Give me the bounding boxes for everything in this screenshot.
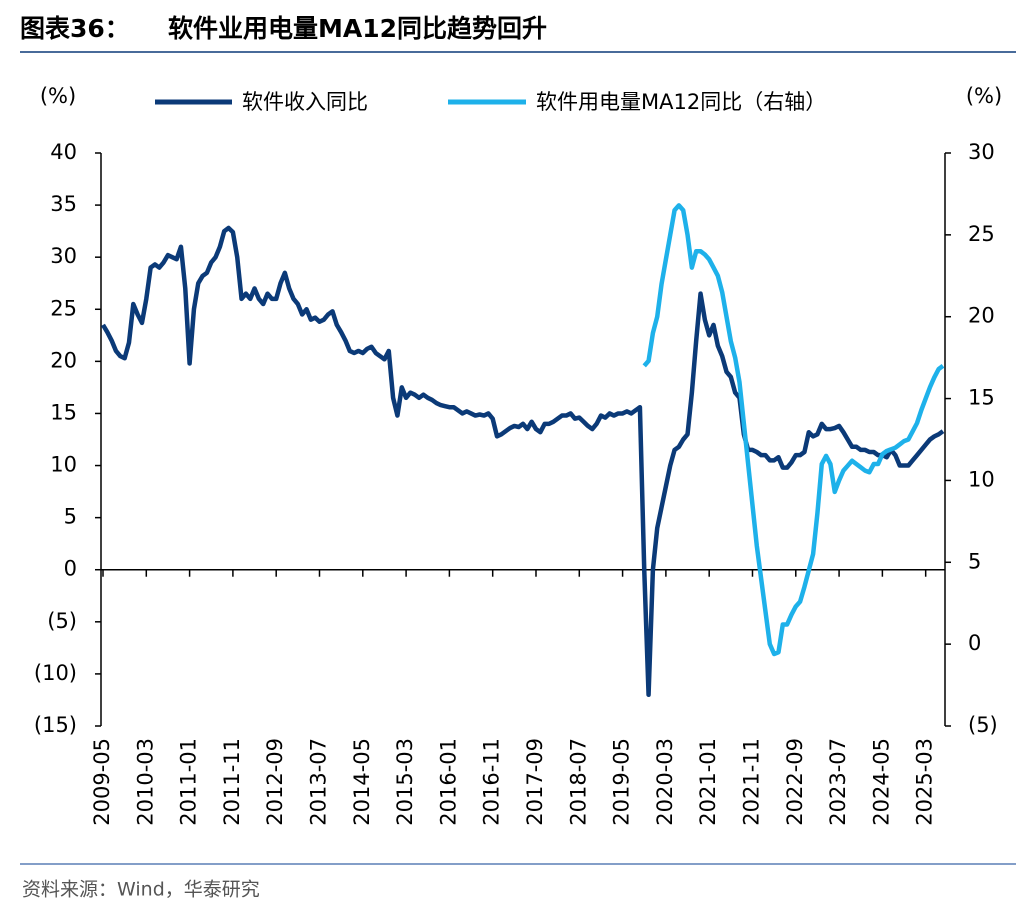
y2-tick-label: 15 (968, 386, 995, 410)
y-tick-label: (10) (34, 661, 77, 685)
x-tick-label: 2025-03 (913, 738, 937, 826)
y-tick-label: 35 (50, 192, 77, 216)
y-tick-label: 25 (50, 296, 77, 320)
y2-tick-label: 30 (968, 140, 995, 164)
x-tick-label: 2015-03 (393, 738, 417, 826)
x-tick-label: 2009-05 (90, 738, 114, 826)
y-axis-unit: (%) (40, 84, 76, 108)
chart-title: 软件业用电量MA12同比趋势回升 (168, 14, 547, 43)
y2-tick-label: (5) (968, 713, 998, 737)
y-tick-label: 15 (50, 400, 77, 424)
y-tick-label: 30 (50, 244, 77, 268)
y2-tick-label: 20 (968, 304, 995, 328)
y2-axis-unit: (%) (966, 84, 1002, 108)
x-tick-label: 2023-07 (826, 738, 850, 826)
x-tick-label: 2021-01 (696, 738, 720, 826)
y-tick-label: (15) (34, 713, 77, 737)
legend-label: 软件用电量MA12同比（右轴） (536, 90, 826, 114)
y2-tick-label: 25 (968, 222, 995, 246)
series-line (101, 225, 945, 697)
x-tick-label: 2020-03 (653, 738, 677, 826)
y-tick-label: 5 (64, 505, 77, 529)
x-tick-label: 2018-07 (566, 738, 590, 826)
y-tick-label: 10 (50, 453, 77, 477)
x-tick-label: 2014-05 (350, 738, 374, 826)
x-tick-label: 2024-05 (869, 738, 893, 826)
legend-label: 软件收入同比 (242, 90, 368, 114)
x-tick-label: 2011-11 (220, 738, 244, 826)
x-tick-label: 2011-01 (177, 738, 201, 826)
x-tick-label: 2021-11 (739, 738, 763, 826)
x-tick-label: 2012-09 (263, 738, 287, 826)
y-tick-label: 40 (50, 140, 77, 164)
figure-label: 图表36： (20, 14, 130, 43)
x-tick-label: 2010-03 (133, 738, 157, 826)
source-note: 资料来源：Wind，华泰研究 (22, 879, 260, 901)
x-tick-label: 2019-05 (610, 738, 634, 826)
x-tick-label: 2016-01 (436, 738, 460, 826)
series-line (642, 203, 945, 657)
x-tick-label: 2017-09 (523, 738, 547, 826)
y2-tick-label: 10 (968, 467, 995, 491)
x-tick-label: 2016-11 (480, 738, 504, 826)
y-tick-label: 20 (50, 348, 77, 372)
y-tick-label: (5) (47, 609, 77, 633)
y-tick-label: 0 (64, 557, 77, 581)
x-tick-label: 2022-09 (783, 738, 807, 826)
y2-tick-label: 5 (968, 549, 981, 573)
x-tick-label: 2013-07 (306, 738, 330, 826)
y2-tick-label: 0 (968, 631, 981, 655)
